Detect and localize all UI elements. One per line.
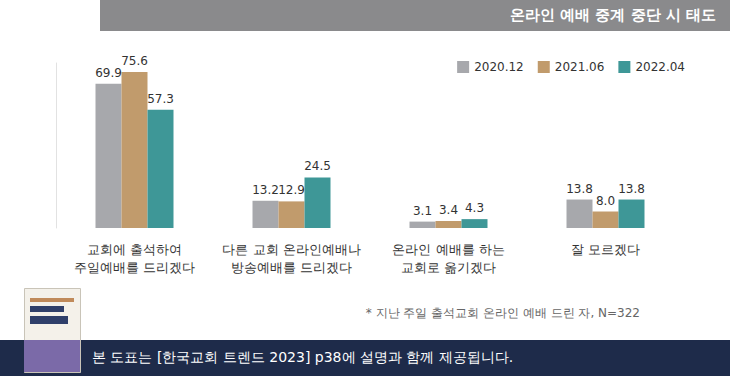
svg-text:온라인 예배를 하는: 온라인 예배를 하는: [392, 242, 504, 257]
svg-text:방송예배를 드리겠다: 방송예배를 드리겠다: [231, 260, 352, 275]
svg-text:13.8: 13.8: [618, 182, 645, 196]
svg-text:온라인 예배 중계 중단 시 태도: 온라인 예배 중계 중단 시 태도: [510, 6, 716, 24]
svg-text:본 도표는 [한국교회 트렌드 2023] p38에 설명과: 본 도표는 [한국교회 트렌드 2023] p38에 설명과 함께 제공됩니다.: [92, 349, 513, 365]
svg-text:3.1: 3.1: [413, 204, 432, 218]
svg-text:69.9: 69.9: [95, 66, 122, 80]
svg-text:3.4: 3.4: [439, 203, 458, 217]
svg-text:4.3: 4.3: [465, 201, 484, 215]
svg-text:57.3: 57.3: [147, 92, 174, 106]
svg-text:13.8: 13.8: [566, 182, 593, 196]
svg-text:2022.04: 2022.04: [635, 60, 685, 74]
svg-text:교회에 출석하여: 교회에 출석하여: [87, 242, 182, 257]
svg-text:2021.06: 2021.06: [555, 60, 605, 74]
svg-text:24.5: 24.5: [304, 159, 331, 173]
svg-text:* 지난 주일 출석교회 온라인 예배 드린 자, N=32: * 지난 주일 출석교회 온라인 예배 드린 자, N=322: [366, 306, 640, 320]
svg-text:8.0: 8.0: [596, 194, 615, 208]
svg-text:다른 교회 온라인예배나: 다른 교회 온라인예배나: [222, 242, 360, 257]
svg-text:12.9: 12.9: [278, 183, 305, 197]
svg-text:교회로 옮기겠다: 교회로 옮기겠다: [401, 260, 496, 275]
svg-text:잘 모르겠다: 잘 모르겠다: [571, 242, 640, 257]
svg-text:주일예배를 드리겠다: 주일예배를 드리겠다: [74, 260, 195, 275]
svg-text:75.6: 75.6: [121, 54, 148, 68]
svg-text:13.2: 13.2: [252, 183, 279, 197]
svg-text:2020.12: 2020.12: [474, 60, 524, 74]
